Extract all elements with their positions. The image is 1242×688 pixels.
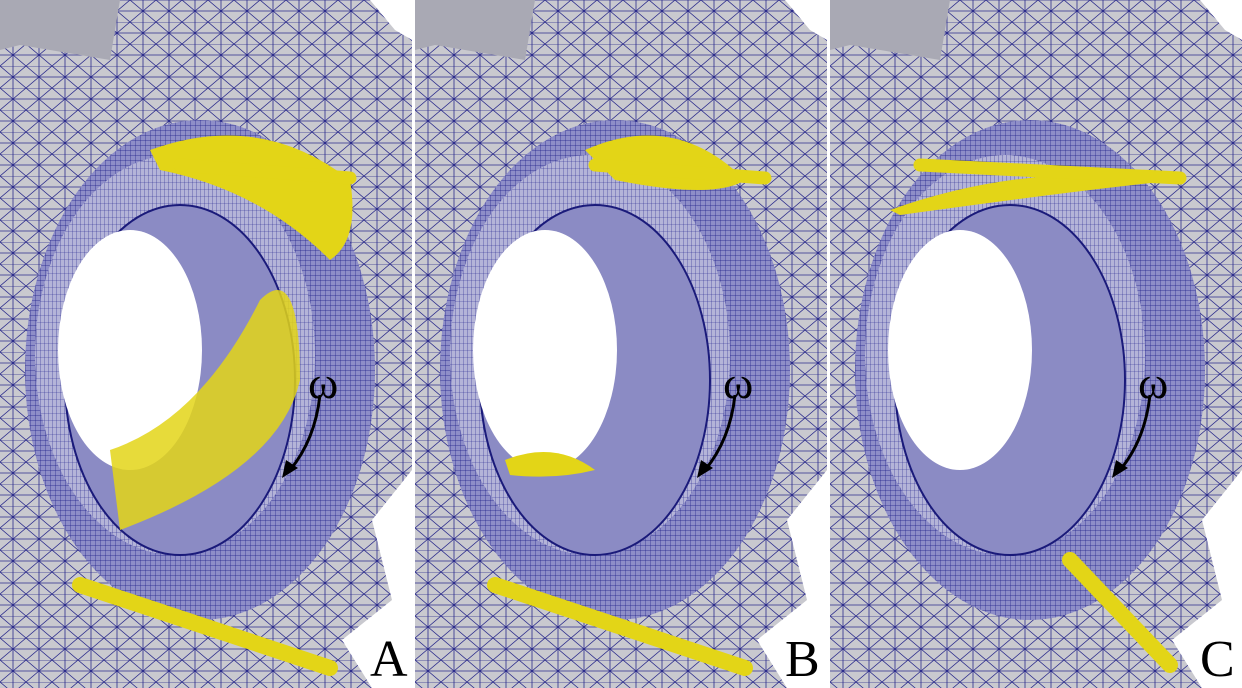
panel: ωA [0, 0, 412, 688]
panel-label: C [1200, 631, 1235, 688]
figure: ωAωBωC [0, 0, 1242, 688]
panel: ωB [415, 0, 827, 688]
bore-hole [473, 230, 617, 470]
bore-hole [888, 230, 1032, 470]
omega-symbol: ω [723, 357, 753, 408]
panel-label: B [785, 631, 820, 688]
omega-symbol: ω [1138, 357, 1168, 408]
omega-symbol: ω [308, 357, 338, 408]
panel: ωC [830, 0, 1242, 688]
panel-label: A [370, 631, 408, 688]
